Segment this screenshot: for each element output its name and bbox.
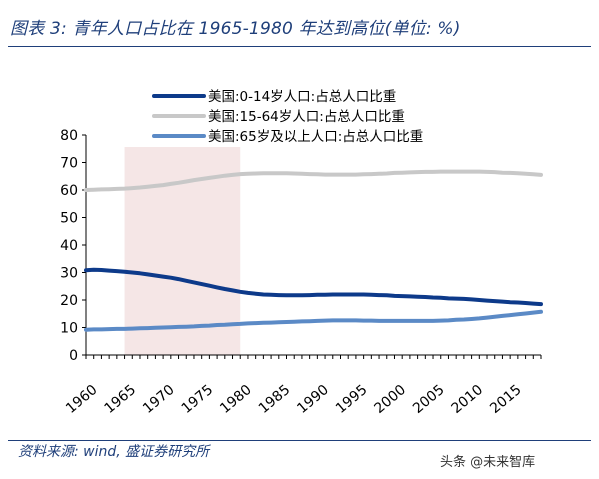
y-tick-label: 80 xyxy=(60,128,78,144)
x-tick-label: 2000 xyxy=(371,382,409,417)
legend-label: 美国:0-14岁人口:占总人口比重 xyxy=(208,89,396,105)
y-tick-label: 10 xyxy=(60,321,78,337)
series-line xyxy=(84,169,543,192)
y-tick-label: 20 xyxy=(60,293,78,309)
y-tick-label: 70 xyxy=(60,156,78,172)
series-line xyxy=(84,309,543,332)
source-note: 资料来源: wind, 盛证券研究所 xyxy=(18,444,210,460)
x-tick-label: 1975 xyxy=(179,382,217,417)
legend-label: 美国:15-64岁人口:占总人口比重 xyxy=(208,109,405,125)
chart-title: 图表 3: 青年人口占比在 1965-1980 年达到高位(单位: %) xyxy=(10,19,461,39)
series-line xyxy=(84,267,543,307)
x-tick-label: 1970 xyxy=(140,382,178,417)
x-tick-label: 1985 xyxy=(256,382,294,417)
x-tick-label: 2005 xyxy=(410,382,448,417)
x-tick-label: 1960 xyxy=(63,382,101,417)
title-rule xyxy=(8,46,591,47)
x-tick-label: 1995 xyxy=(333,382,371,417)
y-tick-label: 40 xyxy=(60,238,78,254)
watermark: 头条 @未来智库 xyxy=(440,455,536,470)
y-tick-label: 30 xyxy=(60,266,78,282)
x-tick-label: 2015 xyxy=(487,382,525,417)
y-tick-label: 60 xyxy=(60,183,78,199)
x-tick-label: 1990 xyxy=(294,382,332,417)
legend-label: 美国:65岁及以上人口:占总人口比重 xyxy=(208,129,423,145)
source-rule xyxy=(8,440,591,441)
legend: 美国:0-14岁人口:占总人口比重美国:15-64岁人口:占总人口比重美国:65… xyxy=(152,89,423,145)
series-lines xyxy=(84,169,543,332)
x-tick-label: 1980 xyxy=(217,382,255,417)
x-tick-label: 2010 xyxy=(449,382,487,417)
y-tick-label: 50 xyxy=(60,211,78,227)
x-tick-label: 1965 xyxy=(102,382,140,417)
y-tick-label: 0 xyxy=(69,348,78,364)
